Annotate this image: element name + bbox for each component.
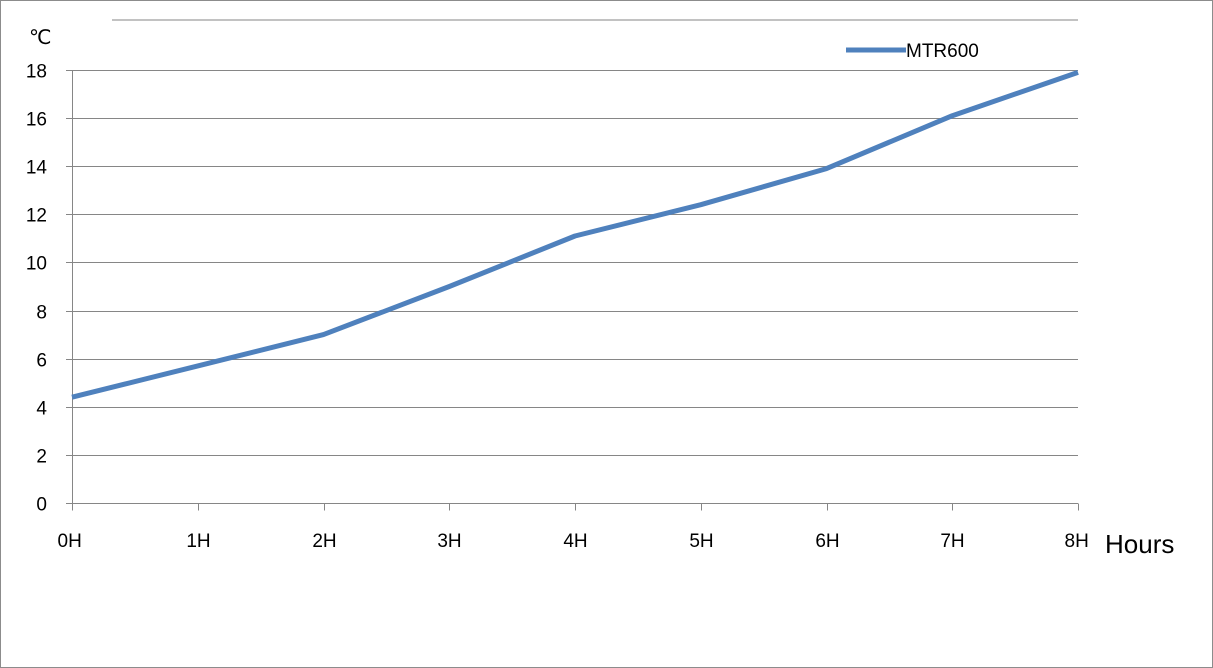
x-tick-label-1H: 1H — [186, 531, 210, 552]
gridlines — [72, 70, 1078, 456]
axes — [66, 70, 1079, 511]
x-tick-labels: 0H 1H 2H 3H 4H 5H 6H 7H 8H — [58, 531, 1089, 552]
x-tick-label-6H: 6H — [815, 531, 839, 552]
y-tick-label-10: 10 — [26, 254, 47, 275]
y-tick-label-18: 18 — [26, 62, 47, 83]
y-tick-label-14: 14 — [26, 158, 48, 179]
y-tick-label-16: 16 — [26, 110, 47, 131]
y-tick-label-12: 12 — [26, 206, 47, 227]
y-tick-label-2: 2 — [36, 447, 47, 468]
x-tick-label-7H: 7H — [940, 531, 964, 552]
y-tick-label-4: 4 — [36, 399, 47, 420]
x-tick-label-5H: 5H — [689, 531, 713, 552]
legend-label-mtr600: MTR600 — [906, 41, 979, 62]
x-tick-label-2H: 2H — [312, 531, 336, 552]
x-tick-label-4H: 4H — [563, 531, 587, 552]
x-tick-label-0H: 0H — [58, 531, 82, 552]
y-axis-title: ℃ — [29, 27, 51, 49]
y-tick-label-6: 6 — [36, 351, 47, 372]
x-tick-label-3H: 3H — [437, 531, 461, 552]
x-axis-title: Hours — [1105, 529, 1174, 559]
x-tick-label-8H: 8H — [1065, 531, 1089, 552]
series-line-mtr600 — [71, 70, 1079, 400]
y-tick-label-0: 0 — [36, 495, 47, 516]
series-lines — [71, 70, 1079, 400]
y-tick-label-8: 8 — [36, 303, 47, 324]
legend: MTR600 — [846, 41, 979, 62]
y-tick-labels: 0 2 4 6 8 10 12 14 16 18 — [26, 62, 48, 516]
